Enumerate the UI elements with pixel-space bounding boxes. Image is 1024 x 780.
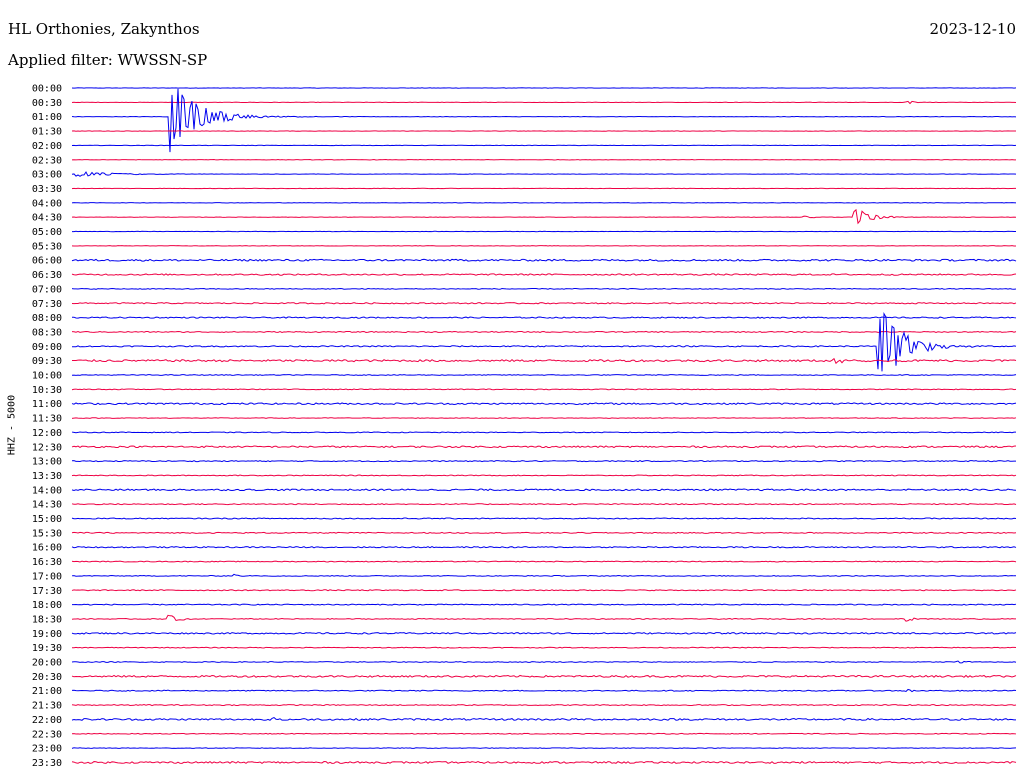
row-time-label: 14:00: [32, 485, 62, 496]
trace-row: [71, 474, 1017, 477]
trace-row: [71, 517, 1017, 520]
row-time-label: 19:00: [32, 629, 62, 640]
row-time-label: 12:30: [32, 442, 62, 453]
row-time-label: 14:30: [32, 500, 62, 511]
station-title: HL Orthonies, Zakynthos: [8, 20, 200, 38]
row-time-label: 15:30: [32, 528, 62, 539]
row-time-label: 20:30: [32, 672, 62, 683]
trace-row: [71, 546, 1017, 549]
row-time-label: 07:30: [32, 299, 62, 310]
trace-row: [71, 88, 1017, 153]
row-time-label: 18:00: [32, 600, 62, 611]
trace-row: [71, 646, 1017, 649]
trace-row: [71, 747, 1017, 749]
trace-row: [71, 171, 1017, 177]
row-time-label: 06:00: [32, 256, 62, 267]
trace-row: [71, 531, 1017, 534]
row-time-label: 19:30: [32, 643, 62, 654]
trace-row: [71, 208, 1017, 225]
trace-row: [71, 589, 1017, 592]
row-time-label: 00:00: [32, 84, 62, 95]
row-time-label: 22:00: [32, 715, 62, 726]
row-time-label: 09:30: [32, 356, 62, 367]
trace-row: [71, 388, 1017, 391]
row-time-label: 15:00: [32, 514, 62, 525]
trace-row: [71, 573, 1017, 577]
row-time-label: 08:30: [32, 327, 62, 338]
row-time-label: 06:30: [32, 270, 62, 281]
row-time-label: 02:00: [32, 141, 62, 152]
row-time-label: 16:30: [32, 557, 62, 568]
trace-row: [71, 287, 1017, 290]
trace-row: [71, 503, 1017, 506]
trace-row: [71, 357, 1017, 365]
row-time-label: 05:30: [32, 241, 62, 252]
trace-row: [71, 603, 1017, 606]
row-time-label: 12:00: [32, 428, 62, 439]
row-time-label: 22:30: [32, 729, 62, 740]
trace-row: [71, 732, 1017, 735]
row-time-label: 17:00: [32, 571, 62, 582]
row-time-label: 11:30: [32, 414, 62, 425]
row-time-label: 03:30: [32, 184, 62, 195]
row-time-label: 07:00: [32, 284, 62, 295]
trace-row: [71, 258, 1017, 262]
trace-row: [71, 704, 1017, 707]
row-time-label: 18:30: [32, 614, 62, 625]
filter-label: Applied filter: WWSSN-SP: [8, 51, 208, 69]
trace-row: [71, 632, 1017, 635]
row-time-label: 16:00: [32, 543, 62, 554]
row-time-label: 21:30: [32, 701, 62, 712]
row-time-label: 20:00: [32, 658, 62, 669]
row-time-label: 10:00: [32, 371, 62, 382]
trace-row: [71, 488, 1017, 492]
trace-row: [71, 402, 1017, 406]
row-time-label: 23:00: [32, 744, 62, 755]
trace-row: [71, 760, 1017, 764]
trace-row: [71, 330, 1017, 333]
row-time-label: 01:30: [32, 127, 62, 138]
trace-row: [71, 374, 1017, 376]
trace-row: [71, 560, 1017, 563]
row-time-label: 17:30: [32, 586, 62, 597]
trace-row: [71, 302, 1017, 305]
trace-row: [71, 674, 1017, 678]
trace-row: [71, 431, 1017, 434]
row-time-label: 00:30: [32, 98, 62, 109]
row-time-label: 21:00: [32, 686, 62, 697]
row-time-label: 13:30: [32, 471, 62, 482]
row-time-label: 01:00: [32, 112, 62, 123]
row-time-label: 03:00: [32, 170, 62, 181]
row-time-label: 05:00: [32, 227, 62, 238]
row-time-label: 23:30: [32, 758, 62, 769]
trace-row: [71, 273, 1017, 276]
trace-row: [71, 100, 1017, 105]
row-time-label: 08:00: [32, 313, 62, 324]
row-time-label: 10:30: [32, 385, 62, 396]
date-label: 2023-12-10: [929, 20, 1016, 38]
trace-row: [71, 445, 1017, 449]
row-time-label: 11:00: [32, 399, 62, 410]
trace-row: [71, 417, 1017, 419]
row-time-label: 09:00: [32, 342, 62, 353]
row-time-label: 04:30: [32, 213, 62, 224]
trace-row: [71, 614, 1017, 622]
row-time-label: 02:30: [32, 155, 62, 166]
trace-row: [71, 716, 1017, 721]
trace-row: [71, 460, 1016, 463]
trace-row: [71, 311, 1017, 372]
row-time-label: 13:00: [32, 457, 62, 468]
row-time-label: 04:00: [32, 198, 62, 209]
trace-row: [71, 660, 1017, 664]
trace-row: [71, 316, 1017, 319]
trace-row: [71, 688, 1017, 693]
